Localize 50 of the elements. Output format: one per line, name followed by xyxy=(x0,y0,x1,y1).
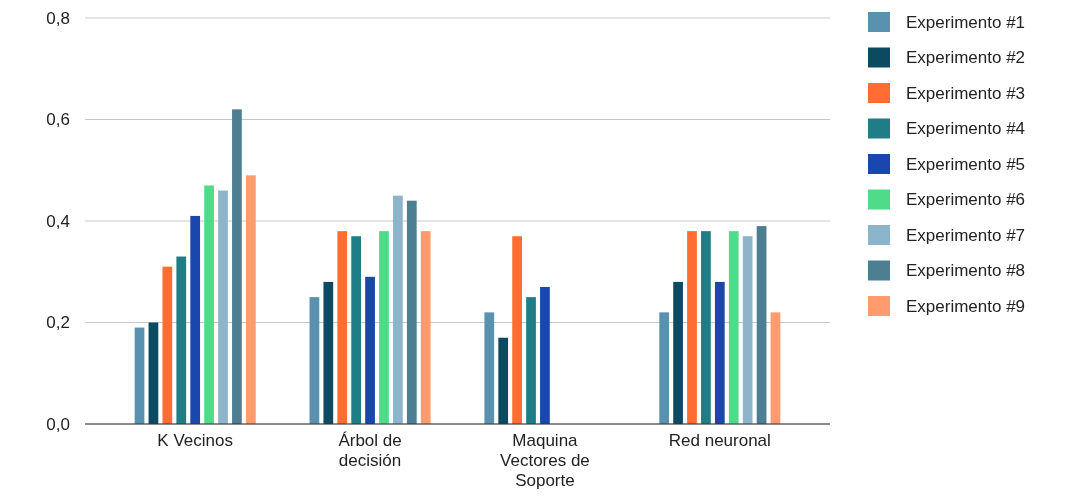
bar xyxy=(323,281,334,424)
bar xyxy=(176,256,187,424)
bar xyxy=(190,215,201,424)
bar xyxy=(148,322,159,424)
bar xyxy=(393,195,403,424)
legend-label: Experimento #1 xyxy=(906,12,1026,32)
bar xyxy=(245,175,256,424)
bar xyxy=(406,200,417,424)
x-tick-label: Maquina Vectores de Soporte xyxy=(500,431,590,490)
legend-label: Experimento #6 xyxy=(906,190,1026,210)
legend-label: Experimento #2 xyxy=(906,48,1026,68)
bar xyxy=(526,297,536,424)
bar xyxy=(484,312,495,424)
bar xyxy=(673,281,683,424)
x-tick-label: K Vecinos xyxy=(157,431,233,450)
bar xyxy=(770,312,781,424)
bar xyxy=(134,327,145,424)
bar xyxy=(659,312,670,424)
legend-label: Experimento #4 xyxy=(906,119,1026,139)
y-tick-label: 0,0 xyxy=(46,414,70,434)
bar xyxy=(218,190,228,424)
bar xyxy=(232,109,242,424)
bar xyxy=(420,231,431,424)
bar xyxy=(162,266,173,424)
bar xyxy=(379,231,389,424)
legend-label: Experimento #3 xyxy=(906,83,1026,103)
y-tick-label: 0,8 xyxy=(46,8,70,28)
bar xyxy=(756,226,767,424)
bar xyxy=(204,185,214,424)
bar xyxy=(512,236,522,424)
bar xyxy=(714,281,725,424)
legend-label: Experimento #8 xyxy=(906,261,1026,281)
bar xyxy=(742,236,753,424)
bar xyxy=(540,286,550,424)
x-tick-label: Red neuronal xyxy=(668,431,771,450)
legend-label: Experimento #5 xyxy=(906,154,1026,174)
bar xyxy=(728,231,739,424)
bar xyxy=(701,231,711,424)
x-tick-label: Árbol de decisión xyxy=(338,431,402,470)
bar xyxy=(365,276,375,424)
bar xyxy=(687,231,697,424)
legend-label: Experimento #9 xyxy=(906,296,1026,316)
bar xyxy=(337,231,348,424)
y-tick-label: 0,6 xyxy=(46,110,70,130)
bar xyxy=(309,297,320,424)
bar xyxy=(351,236,362,424)
y-tick-label: 0,4 xyxy=(46,211,70,231)
legend-label: Experimento #7 xyxy=(906,225,1026,245)
y-tick-label: 0,2 xyxy=(46,313,70,333)
bar xyxy=(498,337,509,424)
